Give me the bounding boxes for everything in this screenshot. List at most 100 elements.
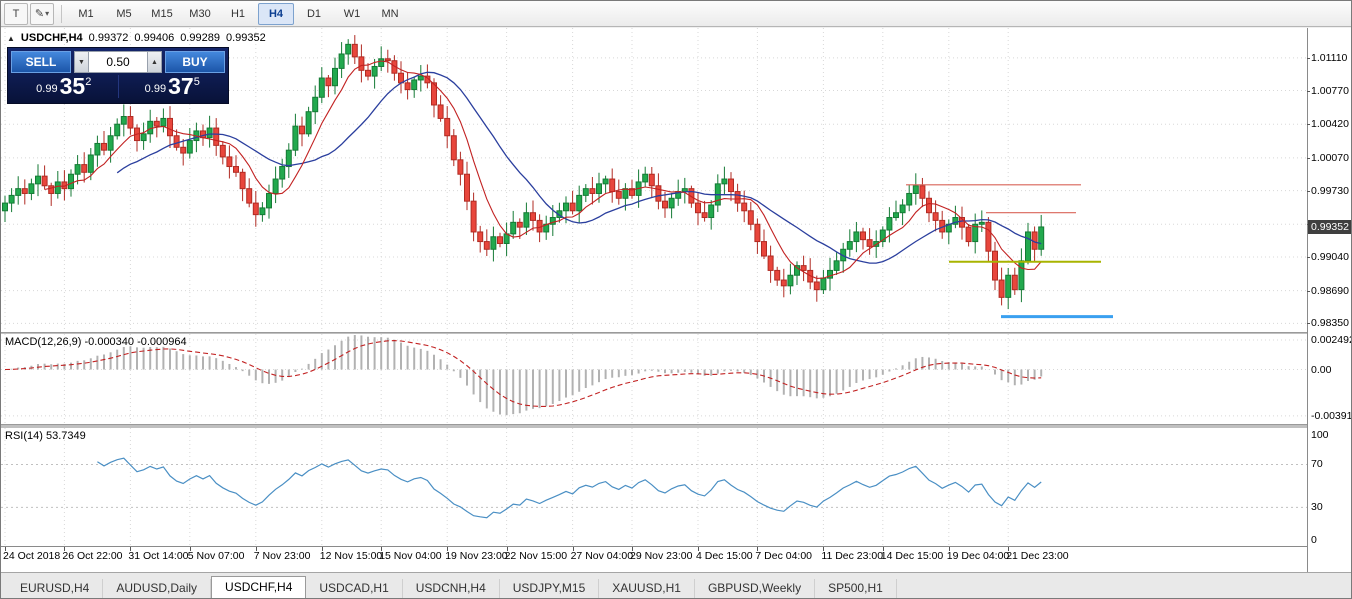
time-axis-label: 12 Nov 15:00: [319, 550, 383, 562]
time-axis-label: 31 Oct 14:00: [128, 550, 189, 562]
time-axis-label: 22 Nov 15:00: [504, 550, 568, 562]
price-axis-label: 1.00070: [1311, 151, 1349, 164]
price-axis-label: 1.00770: [1311, 84, 1349, 97]
rsi-value: 53.7349: [45, 430, 86, 442]
bid-big-digits: 35: [59, 73, 86, 99]
main-chart-pane[interactable]: [1, 28, 1307, 332]
macd-values: -0.000340 -0.000964: [84, 336, 187, 348]
price-axis-tick: [1307, 124, 1310, 126]
price-axis-tick: [1307, 90, 1310, 92]
time-axis-label: 7 Nov 23:00: [253, 550, 311, 562]
lot-size-spinner: ▼ 0.50 ▲: [74, 51, 162, 73]
timeframe-button-m5[interactable]: M5: [116, 7, 132, 20]
rsi-axis-label: 30: [1311, 501, 1323, 514]
chart-tab-xauusd-h1[interactable]: XAUUSD,H1: [599, 579, 695, 598]
price-axis-label: 0.99040: [1311, 250, 1349, 263]
time-axis-tick: [698, 547, 699, 551]
pane-splitter[interactable]: [1, 332, 1351, 334]
text-tool-icon: T: [12, 7, 20, 20]
timeframe-button-m15[interactable]: M15: [151, 7, 173, 20]
timeframe-button-h4[interactable]: H4: [258, 2, 294, 25]
bid-pipette: 2: [85, 76, 92, 88]
chart-tab-sp500-h1[interactable]: SP500,H1: [815, 579, 897, 598]
time-axis-label: 5 Nov 07:00: [187, 550, 245, 562]
ask-price: 0.99 37 5: [119, 75, 227, 98]
price-axis-tick: [1307, 157, 1310, 159]
price-axis-label: 0.99730: [1311, 184, 1349, 197]
price-scale[interactable]: [1307, 28, 1351, 572]
time-axis-tick: [447, 547, 449, 551]
bid-prefix: 0.99: [36, 83, 58, 95]
current-price-badge: 0.99352: [1308, 219, 1351, 234]
ask-pipette: 5: [193, 76, 200, 88]
chart-tab-usdcnh-h4[interactable]: USDCNH,H4: [403, 579, 500, 598]
timeframe-button-w1[interactable]: W1: [343, 7, 361, 20]
sell-button[interactable]: SELL: [11, 51, 71, 73]
chart-tab-eurusd-h4[interactable]: EURUSD,H4: [7, 579, 104, 598]
time-axis-tick: [572, 547, 574, 551]
lot-decrease-button[interactable]: ▼: [74, 51, 89, 73]
price-axis-tick: [1307, 290, 1310, 292]
symbol-ohlc-line: ▲ USDCHF,H4 0.99372 0.99406 0.99289 0.99…: [7, 32, 266, 44]
macd-axis-label: -0.003913: [1311, 409, 1352, 422]
lot-size-input[interactable]: 0.50: [89, 51, 147, 73]
rsi-axis-label: 100: [1311, 429, 1329, 441]
time-axis-tick: [823, 547, 825, 551]
dropdown-caret-icon: ▾: [45, 9, 50, 18]
macd-pane[interactable]: MACD(12,26,9) -0.000340 -0.000964: [1, 334, 1307, 424]
timeframe-buttons: M1 M5 M15 M30 H1 H4 D1 W1 MN: [67, 2, 409, 25]
time-axis-tick: [948, 547, 950, 551]
brush-tool-button[interactable]: ✎ ▾: [30, 2, 54, 25]
time-axis-label: 4 Dec 15:00: [696, 550, 753, 562]
timeframe-button-h1[interactable]: H1: [230, 7, 246, 20]
time-axis-tick: [1008, 547, 1010, 551]
chart-tab-usdcad-h1[interactable]: USDCAD,H1: [306, 579, 403, 598]
time-axis-label: 29 Nov 23:00: [630, 550, 693, 562]
time-axis-tick: [321, 547, 323, 551]
time-axis-tick: [130, 547, 132, 551]
rsi-pane[interactable]: RSI(14) 53.7349: [1, 428, 1307, 546]
chart-tab-gbpusd-weekly[interactable]: GBPUSD,Weekly: [695, 579, 816, 598]
chart-tab-usdchf-h4[interactable]: USDCHF,H4: [211, 576, 307, 598]
time-axis-label: 15 Nov 04:00: [379, 550, 442, 562]
one-click-collapse-icon[interactable]: ▲: [7, 33, 15, 43]
macd-axis-label: 0.002492: [1311, 334, 1352, 347]
lot-increase-button[interactable]: ▲: [147, 51, 162, 73]
time-axis-label: 11 Dec 23:00: [821, 550, 884, 562]
ask-prefix: 0.99: [144, 83, 167, 95]
timeframe-button-m30[interactable]: M30: [189, 7, 211, 20]
price-axis-tick: [1307, 57, 1310, 59]
time-axis-label: 26 Oct 22:00: [62, 550, 123, 562]
text-tool-button[interactable]: T: [4, 2, 28, 25]
time-axis-tick: [5, 547, 6, 551]
time-axis[interactable]: [1, 546, 1307, 573]
rsi-axis-label: 0: [1311, 533, 1317, 546]
chart-tab-bar: EURUSD,H4 AUDUSD,Daily USDCHF,H4 USDCAD,H1 U…: [1, 572, 1351, 598]
chart-tab-audusd-daily[interactable]: AUDUSD,Daily: [103, 579, 212, 598]
price-axis-label: 0.98350: [1311, 317, 1349, 330]
macd-name: MACD(12,26,9): [5, 336, 82, 348]
rsi-name: RSI(14): [5, 430, 43, 442]
macd-axis-label: 0.00: [1311, 363, 1332, 376]
timeframe-button-d1[interactable]: D1: [306, 7, 322, 20]
time-axis-tick: [882, 547, 884, 551]
price-axis-label: 1.00420: [1311, 118, 1349, 131]
time-axis-tick: [757, 547, 759, 551]
price-axis-label: 1.01110: [1311, 51, 1348, 64]
timeframe-button-mn[interactable]: MN: [381, 7, 399, 20]
chart-tab-usdjpy-m15[interactable]: USDJPY,M15: [500, 579, 600, 598]
time-axis-tick: [506, 547, 508, 551]
ohlc-close: 0.99352: [225, 32, 266, 44]
rsi-label: RSI(14) 53.7349: [5, 430, 86, 442]
time-axis-label: 27 Nov 04:00: [570, 550, 634, 562]
time-axis-label: 21 Dec 23:00: [1006, 550, 1069, 562]
brush-icon: ✎: [34, 8, 45, 20]
time-axis-tick: [381, 547, 383, 551]
time-axis-label: 7 Dec 04:00: [755, 550, 813, 562]
price-axis-tick: [1307, 256, 1310, 258]
rsi-axis-label: 70: [1311, 458, 1323, 471]
timeframe-button-m1[interactable]: M1: [78, 7, 94, 20]
buy-button[interactable]: BUY: [165, 51, 225, 73]
pane-splitter[interactable]: [1, 424, 1351, 428]
